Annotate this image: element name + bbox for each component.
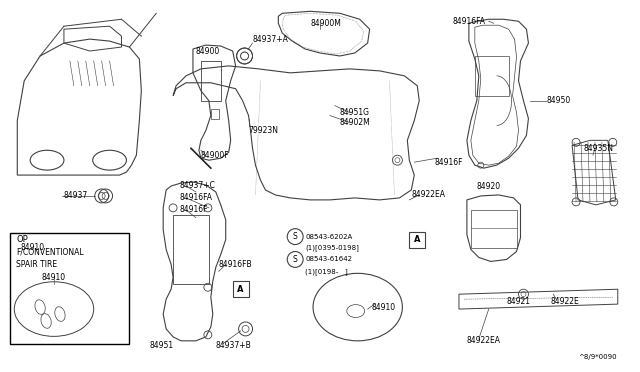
Text: 84902M: 84902M bbox=[340, 118, 371, 127]
Text: 84922EA: 84922EA bbox=[412, 190, 445, 199]
Text: A: A bbox=[237, 285, 244, 294]
Text: (1)[0198-   ]: (1)[0198- ] bbox=[305, 268, 348, 275]
Text: 84900M: 84900M bbox=[310, 19, 341, 28]
Text: 84916FA: 84916FA bbox=[453, 17, 486, 26]
Text: 84916F: 84916F bbox=[179, 205, 207, 214]
Text: 84937+A: 84937+A bbox=[253, 35, 289, 44]
Text: 84910: 84910 bbox=[20, 243, 44, 252]
Text: 84951G: 84951G bbox=[340, 108, 370, 117]
Text: A: A bbox=[414, 235, 420, 244]
Text: 84937: 84937 bbox=[64, 192, 88, 201]
Bar bbox=[10, 232, 129, 344]
Text: 84920: 84920 bbox=[477, 183, 501, 192]
Text: 84950: 84950 bbox=[547, 96, 570, 105]
Text: 84922EA: 84922EA bbox=[467, 336, 501, 345]
Text: 84900: 84900 bbox=[196, 46, 220, 55]
Text: SPAIR TIRE: SPAIR TIRE bbox=[16, 260, 58, 269]
Text: 08543-61642: 08543-61642 bbox=[305, 256, 352, 263]
Text: 84935N: 84935N bbox=[583, 144, 613, 153]
Text: S: S bbox=[293, 255, 298, 264]
Text: 84916FA: 84916FA bbox=[179, 193, 212, 202]
Text: 08543-6202A: 08543-6202A bbox=[305, 234, 353, 240]
Text: 84900F: 84900F bbox=[201, 151, 230, 160]
Bar bbox=[410, 232, 425, 247]
Text: 79923N: 79923N bbox=[248, 126, 278, 135]
Text: 84937+C: 84937+C bbox=[179, 182, 215, 190]
Text: (1)[0395-0198]: (1)[0395-0198] bbox=[305, 244, 359, 251]
Text: ^8/9*0090: ^8/9*0090 bbox=[578, 354, 617, 360]
Text: 84916F: 84916F bbox=[434, 158, 463, 167]
Bar bbox=[233, 281, 248, 297]
Text: OP: OP bbox=[16, 235, 28, 244]
Text: 84916FB: 84916FB bbox=[219, 260, 252, 269]
Text: 84951: 84951 bbox=[149, 341, 173, 350]
Text: F/CONVENTIONAL: F/CONVENTIONAL bbox=[16, 248, 84, 257]
Text: 84922E: 84922E bbox=[550, 296, 579, 306]
Text: 84910: 84910 bbox=[42, 273, 66, 282]
Text: 84921: 84921 bbox=[507, 296, 531, 306]
Text: 84910: 84910 bbox=[372, 302, 396, 312]
Text: S: S bbox=[293, 232, 298, 241]
Text: 84937+B: 84937+B bbox=[216, 341, 252, 350]
